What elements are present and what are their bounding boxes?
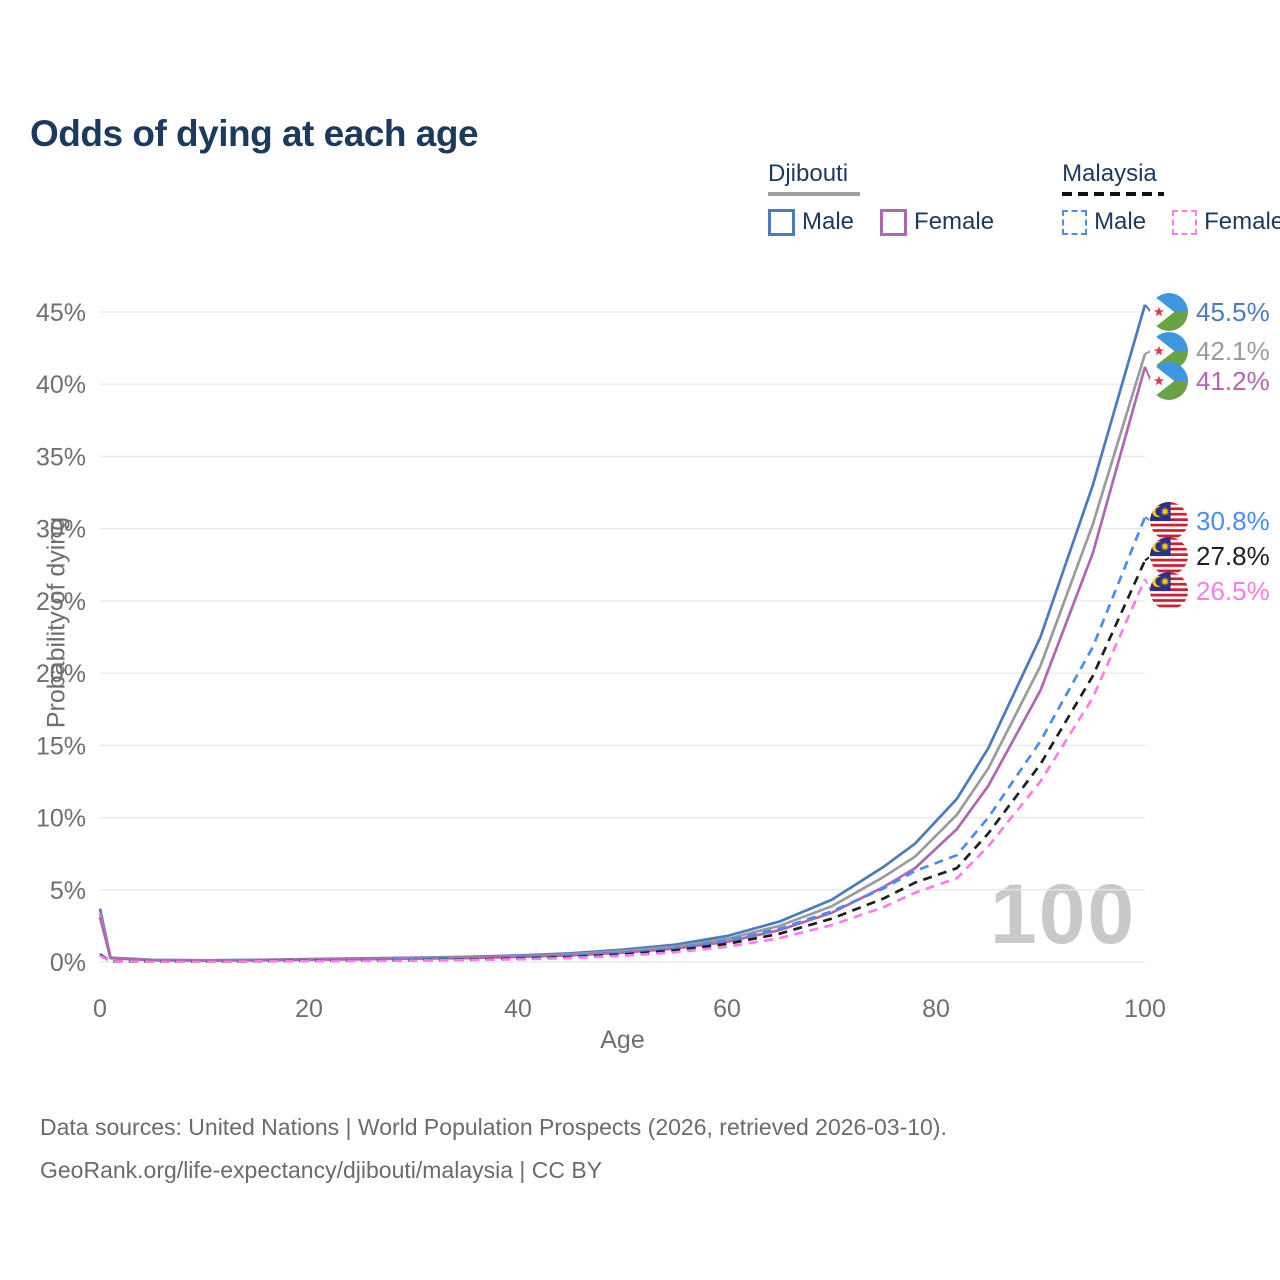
footer-data-sources: Data sources: United Nations | World Pop…	[40, 1114, 947, 1140]
y-tick-15%: 15%	[36, 732, 86, 760]
djibouti-flag-icon	[1150, 293, 1188, 331]
y-tick-25%: 25%	[36, 588, 86, 616]
end-label-djibouti-both: 42.1%	[1150, 332, 1270, 370]
djibouti-male-swatch-icon	[768, 208, 795, 236]
y-tick-40%: 40%	[36, 371, 86, 399]
legend-label: Male	[1094, 208, 1147, 235]
y-tick-20%: 20%	[36, 660, 86, 688]
legend-group-djibouti: Djibouti Male Female	[768, 160, 994, 236]
legend: Djibouti Male Female Malaysia Male	[768, 160, 1280, 236]
end-label-value-djibouti-female: 41.2%	[1196, 365, 1270, 396]
djibouti-female-swatch-icon	[880, 208, 908, 236]
page-title: Odds of dying at each age	[30, 112, 479, 154]
y-tick-45%: 45%	[36, 299, 86, 327]
end-label-malaysia-both: 27.8%	[1150, 537, 1270, 575]
end-label-djibouti-female: 41.2%	[1150, 362, 1270, 400]
y-tick-5%: 5%	[50, 877, 86, 905]
legend-item-malaysia-male[interactable]: Male	[1062, 208, 1146, 236]
end-label-malaysia-male: 30.8%	[1150, 502, 1270, 540]
series-line-malaysia-male	[99, 516, 1147, 963]
legend-group-malaysia: Malaysia Male Female	[1062, 160, 1280, 236]
legend-item-malaysia-female[interactable]: Female	[1172, 208, 1280, 236]
x-tick-60: 60	[713, 995, 741, 1023]
malaysia-male-swatch-icon	[1062, 209, 1088, 235]
malaysia-female-swatch-icon	[1172, 209, 1198, 235]
end-label-value-malaysia-female: 26.5%	[1196, 575, 1270, 606]
djibouti-solid-line-sample	[768, 192, 860, 196]
y-tick-30%: 30%	[36, 516, 86, 544]
x-tick-0: 0	[93, 995, 107, 1023]
x-tick-80: 80	[922, 995, 950, 1023]
end-label-value-djibouti-male: 45.5%	[1196, 296, 1270, 327]
end-label-value-djibouti-both: 42.1%	[1196, 335, 1270, 366]
djibouti-flag-icon	[1150, 362, 1188, 400]
y-tick-0%: 0%	[50, 949, 86, 977]
legend-country-djibouti: Djibouti	[768, 160, 849, 187]
malaysia-dashed-line-sample	[1062, 192, 1165, 196]
end-label-value-malaysia-both: 27.8%	[1196, 540, 1270, 571]
series-line-djibouti-both	[98, 353, 1147, 962]
series-line-malaysia-female	[99, 578, 1147, 964]
y-tick-10%: 10%	[36, 805, 86, 833]
legend-item-djibouti-male[interactable]: Male	[768, 208, 854, 236]
footer-attribution: GeoRank.org/life-expectancy/djibouti/mal…	[40, 1157, 603, 1183]
malaysia-flag-icon	[1150, 572, 1188, 610]
x-axis-title: Age	[600, 1026, 645, 1054]
y-tick-35%: 35%	[36, 443, 86, 471]
x-tick-20: 20	[295, 995, 323, 1023]
legend-label: Female	[1204, 208, 1280, 235]
end-label-value-malaysia-male: 30.8%	[1196, 505, 1270, 536]
series-line-malaysia-both	[99, 559, 1147, 963]
end-label-malaysia-female: 26.5%	[1150, 572, 1270, 610]
footer: Data sources: United Nations | World Pop…	[40, 1106, 947, 1192]
malaysia-flag-icon	[1150, 537, 1188, 575]
x-tick-40: 40	[504, 995, 532, 1023]
x-tick-100: 100	[1124, 995, 1166, 1023]
watermark-age-100: 100	[990, 867, 1137, 961]
legend-item-djibouti-female[interactable]: Female	[880, 208, 994, 236]
end-label-djibouti-male: 45.5%	[1150, 293, 1270, 331]
legend-label: Female	[914, 208, 995, 235]
legend-label: Male	[802, 208, 855, 235]
series-line-djibouti-male	[98, 304, 1147, 962]
legend-country-malaysia: Malaysia	[1062, 160, 1157, 187]
malaysia-flag-icon	[1150, 502, 1188, 540]
